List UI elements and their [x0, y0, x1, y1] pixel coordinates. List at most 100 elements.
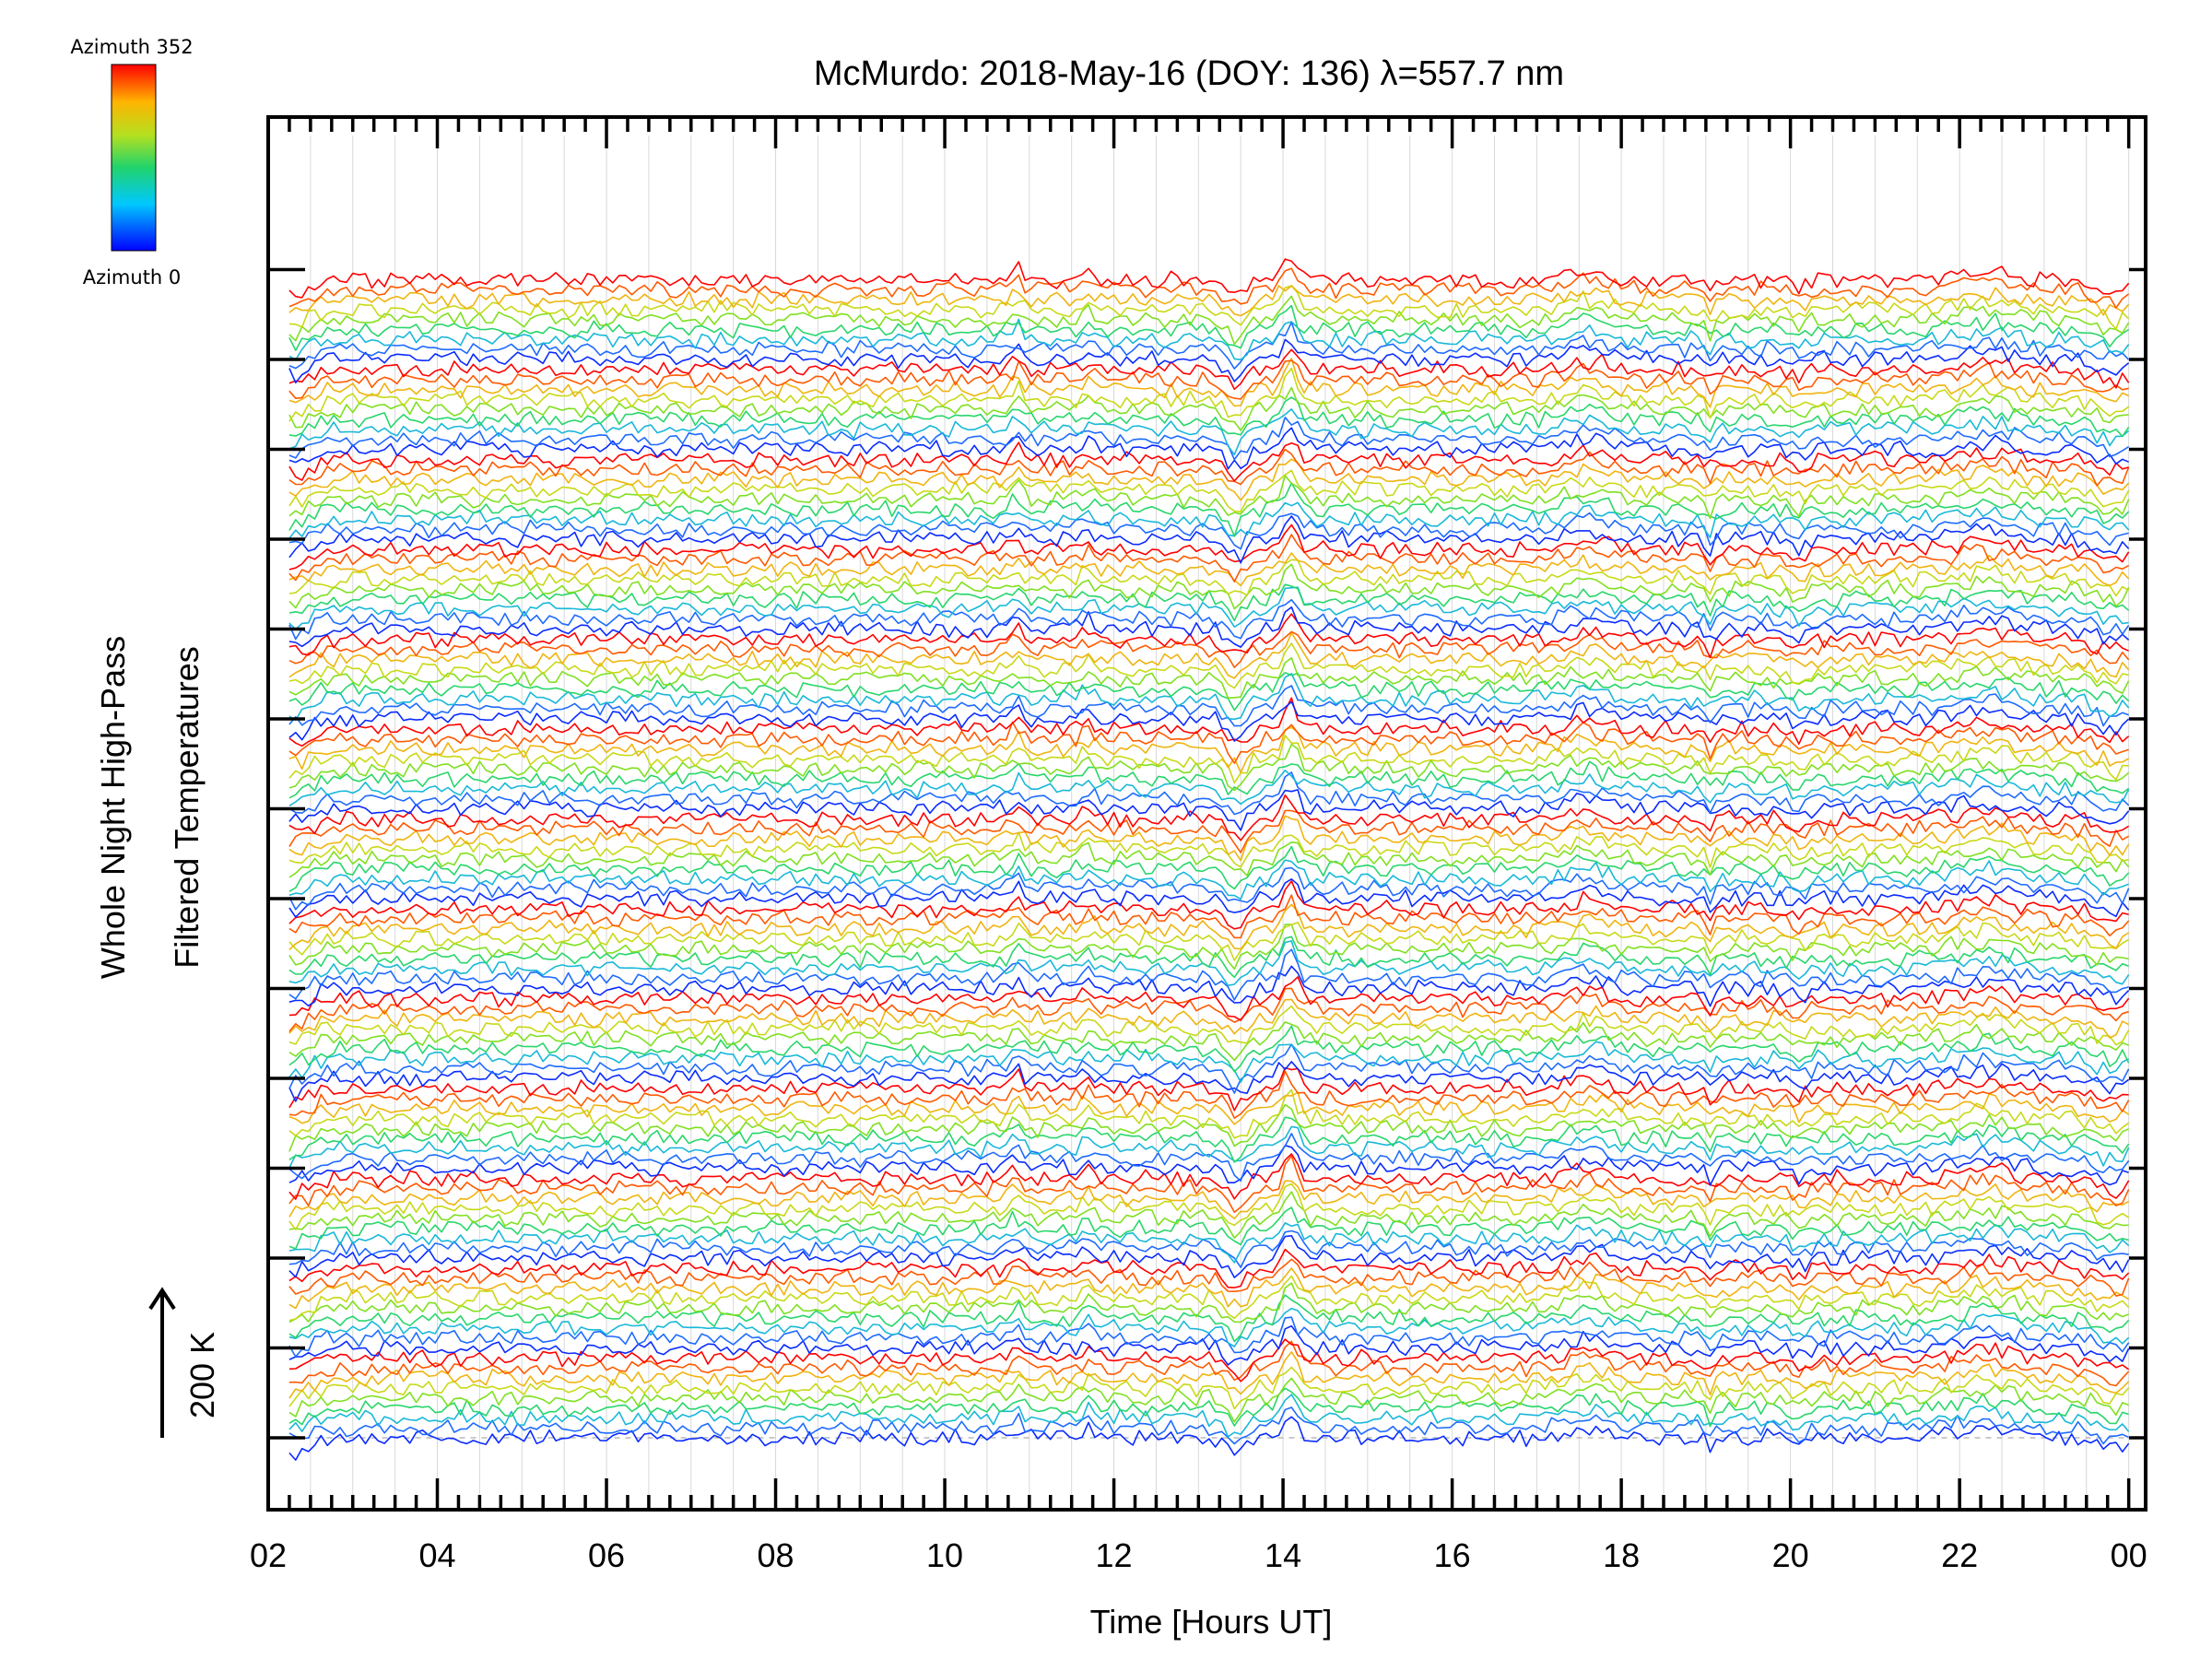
trace-line: [288, 965, 2130, 1007]
trace-line: [288, 642, 2129, 689]
trace-line: [288, 1258, 2130, 1297]
axes: [266, 115, 2147, 1512]
trace-line: [288, 1324, 2130, 1366]
y-axis-label-line2: Filtered Temperatures: [168, 646, 206, 969]
trace-line: [288, 598, 2130, 641]
x-tick-label: 12: [1096, 1536, 1133, 1574]
trace-line: [288, 267, 2130, 309]
trace-line: [288, 1180, 2129, 1219]
trace-line: [288, 1088, 2130, 1139]
trace-line: [288, 1182, 2130, 1230]
trace-line: [288, 613, 2129, 659]
trace-line: [288, 358, 2129, 408]
trace-line: [288, 1125, 2130, 1169]
trace-line: [288, 475, 2130, 520]
trace-line: [288, 1145, 2129, 1186]
trace-line: [288, 396, 2130, 438]
trace-line: [288, 469, 2130, 513]
trace-line: [288, 408, 2130, 456]
trace-line: [288, 769, 2130, 806]
trace-line: [288, 866, 2130, 911]
trace-line: [288, 685, 2129, 727]
trace-line: [288, 1294, 2130, 1343]
trace-line: [288, 1103, 2129, 1152]
trace-line: [288, 845, 2130, 892]
trace-line: [288, 417, 2130, 461]
x-tick-label: 08: [758, 1536, 794, 1574]
trace-line: [288, 304, 2130, 352]
trace-line: [288, 458, 2130, 501]
trace-line: [288, 552, 2130, 587]
trace-line: [288, 630, 2130, 668]
trace-line: [288, 1267, 2129, 1310]
trace-line: [288, 697, 2130, 747]
trace-line: [288, 948, 2129, 1001]
trace-line: [288, 794, 2130, 841]
trace-line: [288, 671, 2130, 712]
trace-line: [288, 976, 2130, 1021]
trace-line: [288, 515, 2130, 564]
trace-line: [288, 809, 2129, 853]
trace-line: [288, 1340, 2130, 1387]
x-tick-label: 02: [250, 1536, 287, 1574]
trace-line: [288, 1116, 2130, 1163]
trace-line: [288, 1416, 2130, 1461]
trace-line: [288, 367, 2130, 422]
trace-line: [288, 789, 2130, 831]
trace-line: [288, 318, 2130, 361]
trace-line: [288, 815, 2130, 862]
trace-line: [288, 1206, 2129, 1250]
x-tick-label: 00: [2111, 1536, 2147, 1574]
trace-line: [288, 295, 2130, 346]
trace-line: [288, 482, 2130, 537]
trace-line: [288, 673, 2130, 722]
trace-line: [288, 1248, 2130, 1288]
trace-line: [288, 1366, 2130, 1410]
trace-line: [288, 922, 2130, 961]
trace-line: [288, 656, 2130, 700]
trace-line: [288, 1155, 2130, 1213]
trace-line: [288, 1222, 2130, 1264]
scale-bar-label: 200 K: [183, 1332, 221, 1418]
colorbar-bottom-label: Azimuth 0: [83, 266, 182, 288]
colorbar-top-label: Azimuth 352: [70, 36, 193, 58]
trace-line: [288, 1282, 2129, 1324]
trace-line: [288, 586, 2129, 630]
trace-line: [288, 1338, 2130, 1382]
trace-line: [288, 1133, 2130, 1182]
trace-line: [288, 631, 2130, 679]
trace-line: [288, 1235, 2130, 1278]
trace-line: [288, 1191, 2129, 1239]
trace-line: [288, 441, 2129, 482]
trace-line: [288, 1091, 2130, 1125]
trace-line: [288, 726, 2129, 774]
trace-line: [288, 427, 2129, 470]
x-tick-label: 04: [418, 1536, 455, 1574]
trace-line: [288, 743, 2130, 792]
trace-line: [288, 987, 2129, 1032]
trace-line: [288, 1021, 2129, 1062]
trace-line: [288, 512, 2129, 550]
trace-line: [288, 359, 2129, 400]
x-axis-label: Time [Hours UT]: [1090, 1603, 1333, 1641]
y-axis-label-line1: Whole Night High-Pass: [94, 636, 132, 979]
trace-line: [288, 1066, 2129, 1112]
trace-line: [288, 285, 2130, 330]
trace-line: [288, 880, 2129, 930]
trace-line: [288, 1041, 2129, 1083]
trace-line: [288, 735, 2129, 784]
traces: [288, 258, 2130, 1461]
trace-line: [288, 1230, 2129, 1268]
trace-line: [288, 1043, 2130, 1094]
trace-line: [288, 348, 2130, 391]
trace-line: [288, 606, 2130, 648]
trace-line: [288, 771, 2130, 816]
trace-line: [288, 1377, 2129, 1423]
trace-line: [288, 1351, 2130, 1399]
trace-line: [288, 563, 2130, 610]
trace-line: [288, 935, 2129, 979]
trace-line: [288, 338, 2130, 384]
trace-line: [288, 700, 2130, 742]
x-tick-label: 22: [1941, 1536, 1978, 1574]
